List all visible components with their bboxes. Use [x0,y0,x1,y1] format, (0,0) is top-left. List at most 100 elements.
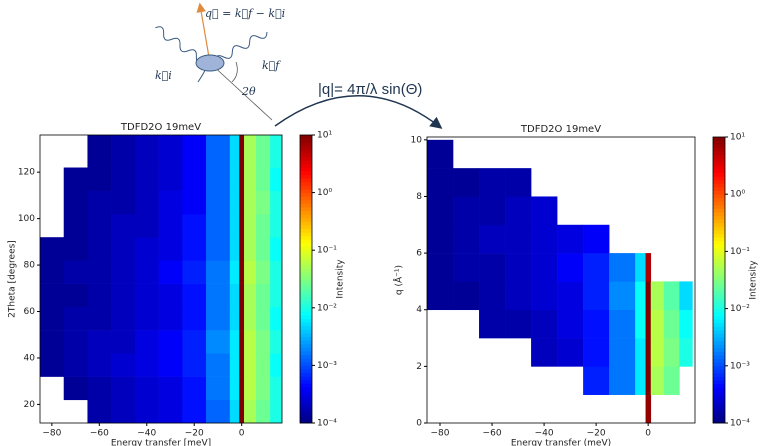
colorbar-segment [300,307,312,312]
colorbar-tick-label: 10⁻⁴ [730,419,750,429]
heat-cell [63,353,88,377]
y-tick-label: 80 [24,261,36,271]
heat-cell [505,168,532,197]
colorbar-segment [713,372,725,377]
heat-cell [87,353,112,377]
heat-cell [650,309,665,339]
heat-cell [244,376,257,401]
heat-cell [531,309,558,339]
colorbar-segment [713,169,725,174]
heat-cell [63,190,88,215]
colorbar-segment [713,322,725,327]
heat-cell [239,330,245,354]
colorbar-tick-label: 10⁻¹ [317,246,337,256]
colorbar-segment [300,257,312,262]
colorbar-segment [300,390,312,395]
heat-cell [206,399,231,424]
colorbar-segment [713,265,725,270]
heat-cell [63,260,88,284]
heat-cell [158,260,183,284]
heat-cell [239,237,245,261]
colorbar-segment [300,145,312,150]
colorbar-segment [300,286,312,291]
heat-cell [255,190,271,215]
heat-cell [255,399,271,424]
heat-cell [427,281,454,311]
colorbar-segment [300,214,312,219]
heat-cell [182,353,207,377]
colorbar-segment [713,412,725,417]
heat-cell [111,260,136,284]
colorbar-segment [300,387,312,391]
heat-cell [255,167,271,192]
heat-cell [244,237,257,261]
heat-cell [427,139,454,169]
kf-label: k⃗f [262,59,281,72]
colorbar-segment [300,207,312,211]
heat-cell [270,135,283,168]
colorbar-segment [300,365,312,370]
heat-cell [158,399,183,424]
heat-cell [87,376,112,401]
heat-cell [427,168,454,197]
angle-label: 2θ [241,85,256,98]
heat-cell [63,306,88,331]
heat-cell [270,376,283,401]
heat-cell [111,213,136,238]
colorbar-segment [300,160,312,165]
heat-cell [453,196,480,226]
colorbar-segment [300,340,312,345]
heat-cell [206,237,231,261]
colorbar-segment [713,415,725,420]
relation-label: |q|= 4π/λ sin(Θ) [318,81,422,98]
heat-cell [679,281,693,311]
colorbar-segment [300,253,312,258]
heat-cell [645,309,652,339]
heat-cell [531,224,558,254]
colorbar-tick-label: 10⁻² [317,303,337,313]
colorbar-segment [713,140,725,145]
heat-cell [158,376,183,401]
x-tick-label: 0 [239,429,245,439]
heat-cell [63,283,88,308]
colorbar-segment [713,330,725,335]
heat-cell [270,260,283,284]
colorbar-segment [713,247,725,252]
colorbar-segment [300,361,312,366]
colorbar-segment [300,246,312,251]
heat-cell [229,399,240,424]
heat-cell [111,167,136,192]
y-tick-label: 10 [411,135,423,145]
colorbar-segment [713,408,725,413]
heat-cell [87,260,112,284]
colorbar-segment [713,183,725,188]
heat-cell [645,338,652,367]
colorbar-frame [712,136,726,424]
heat-cell [229,167,240,192]
scattered-wave [214,31,268,63]
heat-cell [134,260,159,284]
heat-cell [427,253,454,282]
y-tick-label: 6 [416,249,422,259]
heat-cell [505,309,532,339]
heat-cell [663,281,680,311]
x-tick-label: 0 [645,429,651,439]
colorbar-segment [300,243,312,247]
transform-arrow [274,95,443,129]
colorbar-segment [300,315,312,319]
colorbar-segment [300,221,312,226]
heat-cell [158,190,183,215]
chart-title: TDFD2O 19meV [120,122,201,133]
heat-cell [255,213,271,238]
heat-cell [255,135,271,168]
heat-cell [427,196,454,226]
colorbar-segment [300,185,312,190]
heat-cell [182,306,207,331]
colorbar-segment [300,372,312,377]
heat-cell [229,135,240,168]
heat-cell [270,190,283,215]
colorbar-segment [300,419,312,424]
colorbar-segment [300,153,312,157]
heat-cell [134,330,159,354]
colorbar-segment [300,401,312,406]
